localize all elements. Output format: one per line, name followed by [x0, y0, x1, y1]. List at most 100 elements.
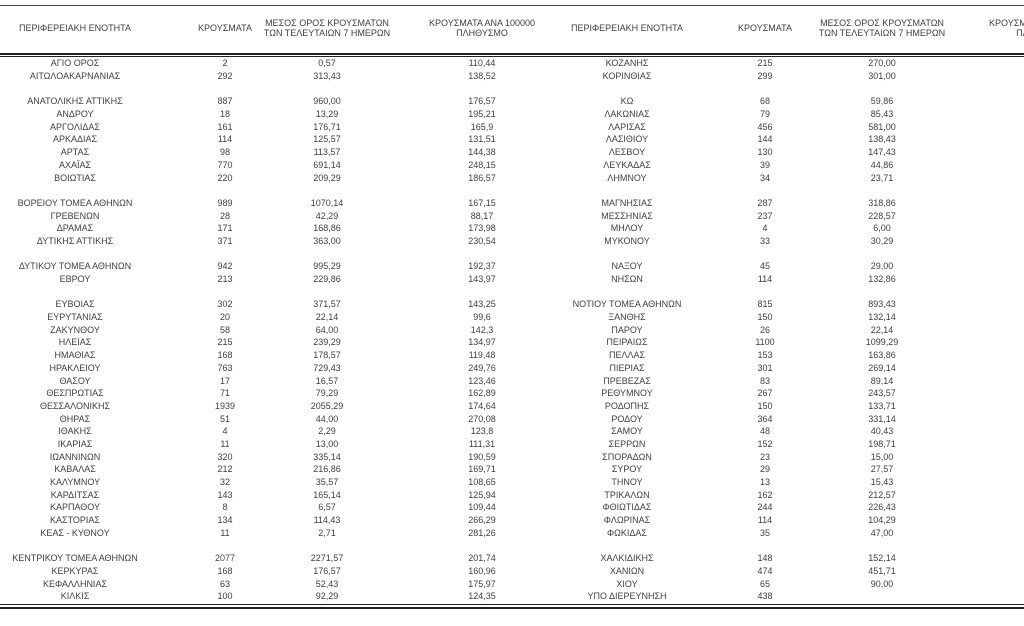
cell-text: ΜΗΛΟΥ: [610, 223, 644, 234]
cell-text: 1100: [755, 337, 775, 348]
table-row: ΝΟΤΙΟΥ ΤΟΜΕΑ ΑΘΗΝΩΝ 815 893,43: [565, 298, 1024, 311]
value-cell: 138,43: [841, 133, 923, 146]
value-cell: 119,48: [354, 349, 610, 362]
region-name-cell: ΛΗΜΝΟΥ: [565, 171, 689, 184]
value-cell: [923, 450, 1024, 463]
cell-text: 960,00: [313, 96, 341, 107]
region-name-cell: [565, 285, 689, 298]
region-name-cell: ΤΡΙΚΑΛΩΝ: [565, 488, 689, 501]
value-cell: 2: [150, 57, 300, 70]
value-cell: 371,57: [300, 298, 354, 311]
cell-text: 893,43: [868, 299, 896, 310]
value-cell: 85,43: [841, 108, 923, 121]
cell-text: 729,43: [313, 362, 341, 373]
region-name-cell: ΙΚΑΡΙΑΣ: [0, 438, 150, 451]
value-cell: 15,00: [841, 450, 923, 463]
cell-text: 144,38: [468, 147, 496, 158]
value-cell: [689, 247, 841, 260]
value-cell: 371: [150, 235, 300, 248]
cell-text: 88,17: [470, 210, 494, 221]
cell-text: ΛΑΚΩΝΙΑΣ: [604, 109, 650, 120]
cell-text: 26: [759, 324, 770, 335]
value-cell: 47,00: [841, 526, 923, 539]
value-cell: [923, 133, 1024, 146]
table-row: ΑΓΙΟ ΟΡΟΣ 2 0,57 110,44: [0, 57, 610, 70]
value-cell: [841, 247, 923, 260]
cell-text: 942: [217, 261, 233, 272]
cell-text: 35: [759, 527, 770, 538]
cell-text: 363,00: [313, 235, 341, 246]
cell-text: 29: [759, 464, 770, 475]
cell-text: 65: [759, 578, 770, 589]
value-cell: 168: [150, 565, 300, 578]
cell-text: 176,57: [313, 565, 341, 576]
cell-text: ΑΧΑΪΑΣ: [58, 159, 92, 170]
value-cell: 228,57: [841, 209, 923, 222]
table-body: ΚΟΖΑΝΗΣ 215 270,00 ΚΟΡΙΝΘΙΑΣ 299 301,00 ΚΩ 68 59…: [565, 57, 1024, 603]
value-cell: 17: [150, 374, 300, 387]
cell-text: 887: [217, 96, 233, 107]
table-row: ΥΠΟ ΔΙΕΡΕΥΝΗΣΗ 438: [565, 590, 1024, 603]
value-cell: [923, 209, 1024, 222]
value-cell: 114: [150, 133, 300, 146]
cell-text: 90,00: [870, 578, 894, 589]
column-header: ΠΕΡΙΦΕΡΕΙΑΚΗ ΕΝΟΤΗΤΑ: [565, 6, 689, 50]
region-name-cell: ΡΟΔΟΥ: [565, 412, 689, 425]
value-cell: 34: [689, 171, 841, 184]
cell-text: 212: [217, 464, 233, 475]
value-cell: 163,86: [841, 349, 923, 362]
cell-text: ΔΡΑΜΑΣ: [56, 223, 94, 234]
table-row: ΠΕΛΛΑΣ 153 163,86: [565, 349, 1024, 362]
value-cell: [841, 82, 923, 95]
spacer-row: [0, 285, 610, 298]
cell-text: ΠΕΛΛΑΣ: [608, 350, 646, 361]
table-row: ΜΕΣΣΗΝΙΑΣ 237 228,57: [565, 209, 1024, 222]
value-cell: 4: [689, 222, 841, 235]
table-row: ΖΑΚΥΝΘΟΥ 58 64,00 142,3: [0, 323, 610, 336]
cell-text: 34: [759, 172, 770, 183]
cell-text: ΕΥΒΟΙΑΣ: [55, 299, 95, 310]
cell-text: 111,31: [468, 438, 496, 449]
cell-text: 13,00: [315, 438, 339, 449]
table-row: ΑΡΤΑΣ 98 113,57 144,38: [0, 146, 610, 159]
spacer-row: [0, 184, 610, 197]
value-cell: 320: [150, 450, 300, 463]
value-cell: 176,71: [300, 120, 354, 133]
region-name-cell: ΞΑΝΘΗΣ: [565, 311, 689, 324]
value-cell: 13,00: [300, 438, 354, 451]
value-cell: 29,00: [841, 260, 923, 273]
value-cell: [923, 349, 1024, 362]
value-cell: [300, 184, 354, 197]
value-cell: [300, 285, 354, 298]
value-cell: 20: [150, 311, 300, 324]
value-cell: [923, 412, 1024, 425]
table-row: ΝΗΣΩΝ 114 132,86: [565, 273, 1024, 286]
region-name-cell: ΙΩΑΝΝΙΝΩΝ: [0, 450, 150, 463]
cell-text: 27,57: [870, 464, 894, 475]
cell-text: ΑΝΑΤΟΛΙΚΗΣ ΑΤΤΙΚΗΣ: [27, 96, 123, 107]
value-cell: 83: [689, 374, 841, 387]
table-row: ΦΩΚΙΔΑΣ 35 47,00: [565, 526, 1024, 539]
region-name-cell: ΡΟΔΟΠΗΣ: [565, 400, 689, 413]
table-row: ΕΒΡΟΥ 213 229,86 143,97: [0, 273, 610, 286]
cell-text: 2271,57: [310, 553, 344, 564]
column-header: ΜΕΣΟΣ ΟΡΟΣ ΚΡΟΥΣΜΑΤΩΝ ΤΩΝ ΤΕΛΕΥΤΑΙΩΝ 7 ΗΜ…: [264, 6, 390, 50]
cell-text: 1939: [214, 400, 236, 411]
value-cell: 456: [689, 120, 841, 133]
column-header: ΜΕΣΟΣ ΟΡΟΣ ΚΡΟΥΣΜΑΤΩΝ ΤΩΝ ΤΕΛΕΥΤΑΙΩΝ 7 ΗΜ…: [819, 6, 945, 50]
cell-text: 39: [759, 159, 770, 170]
table-row: ΧΙΟΥ 65 90,00: [565, 577, 1024, 590]
value-cell: 165,14: [300, 488, 354, 501]
cell-text: 92,29: [315, 591, 339, 602]
value-cell: 165,9: [354, 120, 610, 133]
cell-text: 124,35: [468, 591, 496, 602]
value-cell: 1099,29: [841, 336, 923, 349]
value-cell: 125,57: [300, 133, 354, 146]
region-name-cell: ΗΜΑΘΙΑΣ: [0, 349, 150, 362]
cell-text: 13,29: [315, 109, 339, 120]
value-cell: 35,57: [300, 476, 354, 489]
value-cell: [923, 311, 1024, 324]
value-cell: 160,96: [354, 565, 610, 578]
value-cell: [923, 260, 1024, 273]
value-cell: 763: [150, 362, 300, 375]
